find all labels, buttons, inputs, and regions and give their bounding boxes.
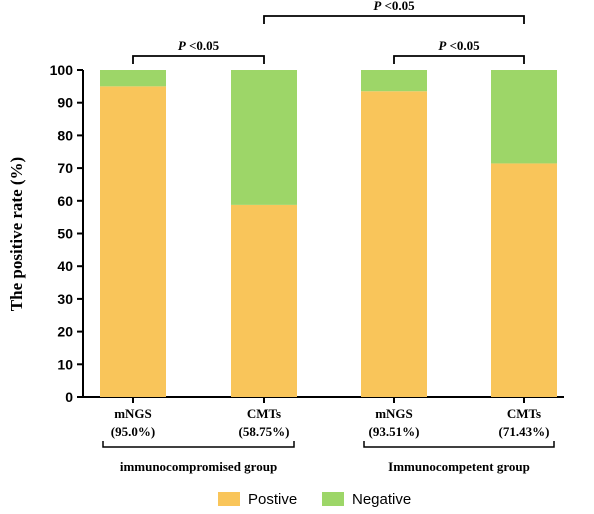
bars-layer: [100, 70, 557, 398]
x-tick-sublabel: (93.51%): [369, 424, 420, 439]
significance-layer: P <0.05 P <0.05 P <0.05: [132, 0, 525, 64]
legend: Postive Negative: [218, 491, 411, 508]
bar-positive-0: [100, 86, 166, 397]
bar-negative-3: [491, 70, 557, 164]
legend-swatch-positive: [218, 492, 240, 506]
group-label: Immunocompetent group: [388, 459, 530, 474]
y-tick-label: 40: [57, 258, 73, 274]
bar-negative-1: [231, 70, 297, 205]
x-tick-label: mNGS: [375, 406, 413, 421]
y-tick-label: 0: [65, 389, 73, 405]
significance-bracket: [393, 55, 525, 64]
y-axis-title-group: The positive rate (%): [7, 157, 26, 311]
bar-negative-0: [100, 70, 166, 87]
y-tick-label: 20: [57, 324, 73, 340]
bar-negative-2: [361, 70, 427, 92]
group-bracket: [102, 441, 295, 448]
legend-swatch-negative: [322, 492, 344, 506]
significance-label: P <0.05: [373, 0, 415, 13]
y-tick-label: 70: [57, 160, 73, 176]
significance-bracket: [263, 15, 525, 24]
y-tick-label: 50: [57, 226, 73, 242]
bar-positive-2: [361, 91, 427, 398]
x-tick-label: mNGS: [114, 406, 152, 421]
x-tick-label: CMTs: [247, 406, 281, 421]
x-tick-sublabel: (58.75%): [239, 424, 290, 439]
y-tick-label: 80: [57, 127, 73, 143]
y-axis-title: The positive rate (%): [7, 157, 26, 311]
y-tick-label: 90: [57, 95, 73, 111]
y-tick-label: 60: [57, 193, 73, 209]
legend-label-positive: Postive: [248, 491, 297, 508]
group-bracket: [363, 441, 555, 448]
x-tick-label: CMTs: [507, 406, 541, 421]
group-label: immunocompromised group: [120, 459, 277, 474]
bar-positive-3: [491, 163, 557, 397]
bar-positive-1: [231, 204, 297, 397]
x-tick-sublabel: (95.0%): [111, 424, 155, 439]
y-tick-label: 30: [57, 291, 73, 307]
x-tick-sublabel: (71.43%): [499, 424, 550, 439]
significance-label: P <0.05: [178, 38, 220, 53]
y-tick-label: 100: [50, 62, 74, 78]
y-tick-label: 10: [57, 356, 73, 372]
significance-bracket: [132, 55, 265, 64]
significance-label: P <0.05: [438, 38, 480, 53]
legend-label-negative: Negative: [352, 491, 411, 508]
labels-layer: mNGS (95.0%) CMTs (58.75%) mNGS (93.51%) CMTs (…: [102, 406, 555, 474]
